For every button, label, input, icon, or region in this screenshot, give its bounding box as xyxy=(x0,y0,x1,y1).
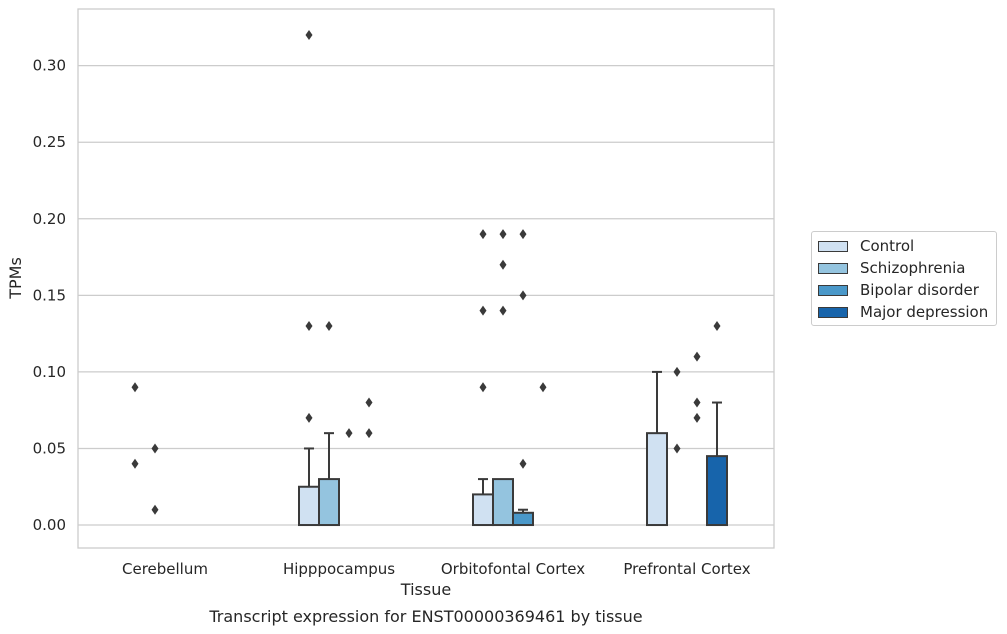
outlier-point xyxy=(673,366,681,377)
legend-label-bipolar: Bipolar disorder xyxy=(860,281,979,299)
legend-label-control: Control xyxy=(860,237,915,255)
outlier-point xyxy=(345,428,353,439)
bar xyxy=(512,511,534,527)
outlier-point xyxy=(151,443,159,454)
legend-label-major-depression: Major depression xyxy=(860,303,989,321)
y-axis-label: TPMs xyxy=(6,257,25,300)
x-tick-label: Orbitofontal Cortex xyxy=(441,560,585,578)
y-tick-labels: 0.00 0.05 0.10 0.15 0.20 0.25 0.30 xyxy=(33,57,66,534)
legend-swatch-major-depression xyxy=(818,306,848,318)
legend-swatch-schizophrenia xyxy=(818,262,848,274)
x-axis-label: Tissue xyxy=(400,580,451,599)
y-tick-label: 0.20 xyxy=(33,210,66,228)
outlier-point xyxy=(325,320,333,331)
outlier-point xyxy=(713,320,721,331)
bar xyxy=(706,455,728,527)
outlier-point xyxy=(693,412,701,423)
y-tick-label: 0.00 xyxy=(33,516,66,534)
outlier-point xyxy=(479,305,487,316)
legend-item-control: Control xyxy=(818,235,914,257)
x-tick-labels: Cerebellum Hipppocampus Orbitofontal Corte… xyxy=(122,560,751,578)
y-tick-label: 0.30 xyxy=(33,57,66,75)
bar xyxy=(492,478,514,527)
outlier-point xyxy=(499,305,507,316)
outlier-point xyxy=(365,428,373,439)
outlier-point xyxy=(673,443,681,454)
outlier-point xyxy=(693,397,701,408)
outlier-point xyxy=(305,30,313,41)
legend-item-bipolar: Bipolar disorder xyxy=(818,279,979,301)
y-tick-label: 0.10 xyxy=(33,363,66,381)
legend-label-schizophrenia: Schizophrenia xyxy=(860,259,966,277)
y-tick-label: 0.15 xyxy=(33,286,66,304)
y-tick-label: 0.05 xyxy=(33,439,66,457)
outlier-point xyxy=(479,229,487,240)
outlier-point xyxy=(499,229,507,240)
outlier-point xyxy=(519,229,527,240)
x-tick-label: Prefrontal Cortex xyxy=(623,560,750,578)
outlier-point xyxy=(365,397,373,408)
outlier-point xyxy=(479,382,487,393)
outlier-point xyxy=(539,382,547,393)
plot-frame xyxy=(77,8,775,549)
outlier-point xyxy=(131,382,139,393)
legend-item-schizophrenia: Schizophrenia xyxy=(818,257,965,279)
outlier-point xyxy=(499,259,507,270)
bar xyxy=(472,493,494,527)
x-tick-label: Hipppocampus xyxy=(283,560,395,578)
chart-title: Transcript expression for ENST0000036946… xyxy=(208,607,642,626)
outlier-point xyxy=(519,458,527,469)
legend: Control Schizophrenia Bipolar disorder M… xyxy=(811,231,997,326)
grid-lines xyxy=(78,65,774,526)
x-tick-label: Cerebellum xyxy=(122,560,208,578)
outlier-point xyxy=(693,351,701,362)
legend-swatch-bipolar xyxy=(818,284,848,296)
bar xyxy=(318,478,340,527)
outlier-point xyxy=(305,320,313,331)
legend-item-major-depression: Major depression xyxy=(818,301,988,323)
bar xyxy=(298,485,320,527)
chart-marks xyxy=(131,30,728,527)
y-tick-label: 0.25 xyxy=(33,133,66,151)
outlier-point xyxy=(305,412,313,423)
outlier-point xyxy=(131,458,139,469)
bar xyxy=(646,432,668,527)
legend-swatch-control xyxy=(818,240,848,252)
outlier-point xyxy=(151,504,159,515)
outlier-point xyxy=(519,290,527,301)
